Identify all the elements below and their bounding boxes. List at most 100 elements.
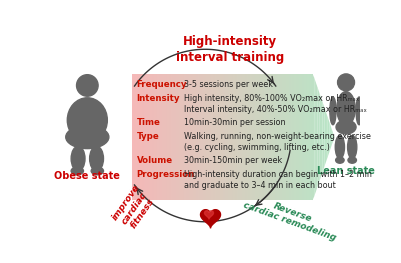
Polygon shape (174, 74, 176, 200)
Polygon shape (142, 74, 144, 200)
Polygon shape (269, 74, 270, 200)
Polygon shape (323, 103, 324, 172)
Polygon shape (223, 74, 225, 200)
Polygon shape (215, 74, 217, 200)
Polygon shape (298, 74, 299, 200)
Polygon shape (287, 74, 289, 200)
Polygon shape (152, 74, 154, 200)
Ellipse shape (336, 157, 344, 163)
Polygon shape (252, 74, 253, 200)
Polygon shape (149, 74, 150, 200)
Polygon shape (280, 74, 282, 200)
Text: Obese state: Obese state (55, 171, 120, 181)
Polygon shape (250, 74, 252, 200)
Polygon shape (213, 74, 215, 200)
Polygon shape (316, 83, 318, 191)
Polygon shape (161, 74, 162, 200)
Polygon shape (172, 74, 174, 200)
Text: 3-5 sessions per week: 3-5 sessions per week (184, 80, 273, 89)
Polygon shape (188, 74, 189, 200)
Polygon shape (291, 74, 292, 200)
Polygon shape (227, 74, 228, 200)
Text: 30min-150min per week: 30min-150min per week (184, 156, 282, 165)
Polygon shape (179, 74, 181, 200)
Polygon shape (205, 74, 206, 200)
Polygon shape (184, 74, 186, 200)
Polygon shape (259, 74, 260, 200)
Polygon shape (176, 74, 178, 200)
Polygon shape (136, 74, 137, 200)
Polygon shape (279, 74, 280, 200)
Polygon shape (321, 98, 323, 176)
Text: High intensity, 80%-100% VO₂max or HRₘₐₓ: High intensity, 80%-100% VO₂max or HRₘₐₓ (184, 94, 359, 103)
Polygon shape (199, 74, 201, 200)
Polygon shape (318, 88, 319, 186)
Polygon shape (312, 74, 314, 200)
Polygon shape (150, 74, 152, 200)
Polygon shape (277, 74, 279, 200)
Polygon shape (178, 74, 179, 200)
Polygon shape (154, 74, 156, 200)
Ellipse shape (71, 146, 85, 171)
Polygon shape (164, 74, 166, 200)
Ellipse shape (348, 157, 356, 163)
Circle shape (338, 74, 354, 91)
Polygon shape (330, 122, 331, 152)
Ellipse shape (337, 92, 355, 125)
Polygon shape (221, 74, 223, 200)
Polygon shape (189, 74, 191, 200)
Polygon shape (147, 74, 149, 200)
Circle shape (77, 75, 98, 96)
Ellipse shape (336, 120, 356, 134)
Polygon shape (231, 74, 233, 200)
Polygon shape (200, 210, 221, 228)
Polygon shape (282, 74, 284, 200)
Polygon shape (267, 74, 269, 200)
Polygon shape (233, 74, 235, 200)
Polygon shape (140, 74, 142, 200)
Polygon shape (272, 74, 274, 200)
Polygon shape (249, 74, 250, 200)
Polygon shape (169, 74, 171, 200)
Text: Time: Time (137, 118, 160, 127)
Polygon shape (144, 74, 146, 200)
Polygon shape (182, 74, 184, 200)
Polygon shape (331, 127, 333, 147)
Polygon shape (191, 74, 193, 200)
Polygon shape (314, 78, 316, 196)
Text: Lean state: Lean state (317, 166, 375, 176)
Polygon shape (186, 74, 188, 200)
Ellipse shape (71, 167, 83, 175)
Text: improve
cardiac
fitness: improve cardiac fitness (110, 182, 158, 234)
Polygon shape (319, 93, 321, 181)
Polygon shape (242, 74, 243, 200)
Ellipse shape (66, 125, 109, 149)
Polygon shape (196, 74, 198, 200)
Polygon shape (237, 74, 238, 200)
Polygon shape (217, 74, 218, 200)
Text: Frequency: Frequency (137, 80, 187, 89)
Polygon shape (228, 74, 230, 200)
Ellipse shape (335, 135, 344, 159)
Polygon shape (255, 74, 257, 200)
Polygon shape (134, 74, 136, 200)
Polygon shape (193, 74, 194, 200)
Polygon shape (218, 74, 220, 200)
Text: Reverse
cardiac remodeling: Reverse cardiac remodeling (242, 191, 341, 243)
Polygon shape (208, 74, 210, 200)
Ellipse shape (90, 146, 103, 171)
Polygon shape (132, 74, 134, 200)
Text: (e.g. cycling, swimming, lifting, etc.): (e.g. cycling, swimming, lifting, etc.) (184, 143, 330, 152)
Polygon shape (308, 74, 309, 200)
Polygon shape (166, 74, 167, 200)
Polygon shape (247, 74, 249, 200)
Polygon shape (198, 74, 199, 200)
Polygon shape (206, 74, 208, 200)
Polygon shape (171, 74, 172, 200)
Ellipse shape (356, 97, 362, 125)
Text: 10min-30min per session: 10min-30min per session (184, 118, 285, 127)
Polygon shape (301, 74, 302, 200)
Polygon shape (243, 74, 245, 200)
Polygon shape (235, 74, 237, 200)
Polygon shape (210, 74, 211, 200)
